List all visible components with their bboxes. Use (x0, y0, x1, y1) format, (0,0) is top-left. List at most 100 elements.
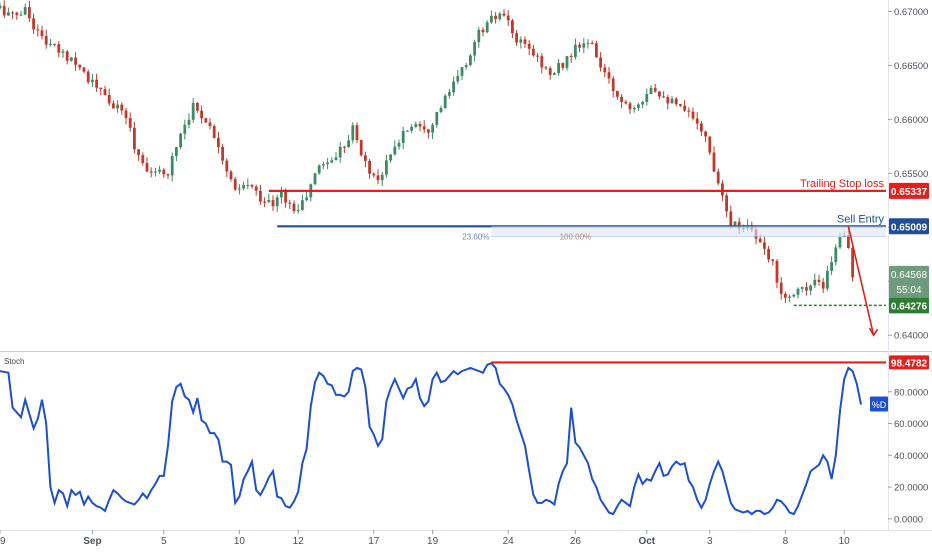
fibonacci-level: 23.60% 100.00% (462, 226, 886, 241)
candle-body (813, 279, 817, 286)
candle-body (847, 235, 850, 248)
candle-body (158, 169, 161, 172)
candle-body (166, 174, 170, 176)
candle-body (817, 279, 821, 282)
candle-body (662, 96, 665, 98)
candle-body (78, 64, 82, 68)
candle-body (271, 200, 275, 207)
price-pane: Trailing Stop loss Sell Entry 23.60% 100.0… (0, 0, 886, 337)
candle-body (208, 122, 212, 126)
price-tag-label: 0.65337 (891, 187, 928, 198)
time-axis[interactable]: 29 Sep 5 10 12 17 19 24 26 Oct 3 8 10 (0, 530, 850, 547)
candle-body (284, 189, 287, 203)
stoch-series-tag (870, 396, 888, 412)
candle-body (767, 248, 770, 260)
candle-body (397, 142, 401, 147)
candle-body (779, 282, 783, 294)
last-price-tag (889, 265, 929, 298)
candle-body (221, 146, 224, 161)
candle-body (103, 89, 107, 95)
candle-body (145, 162, 149, 172)
candle-body (334, 157, 338, 161)
candle-body (590, 42, 594, 44)
candle-body (784, 293, 787, 298)
candle-body (368, 160, 371, 174)
candle-body (452, 81, 455, 93)
candle-body (821, 281, 825, 289)
stoch-tick-label: 20.0000 (894, 483, 928, 494)
candle-body (830, 262, 833, 271)
axis-price-tags: 0.65337 0.65009 0.64276 0.64568 55:04 98.4782… (870, 182, 929, 412)
candle-body (355, 125, 359, 141)
candle-body (380, 174, 384, 181)
candle-body (36, 29, 40, 31)
candle-body (233, 179, 237, 190)
candle-body (788, 296, 791, 298)
candle-body (574, 44, 577, 58)
candle-body (632, 107, 636, 110)
candle-body (91, 79, 94, 83)
candle-body (431, 124, 434, 133)
time-tick-label: 24 (503, 536, 515, 547)
candle-body (82, 67, 86, 72)
time-tick-label: 10 (839, 536, 851, 547)
stoch-axis[interactable]: 80.0000 60.0000 40.0000 20.0000 0.0000 (888, 387, 928, 525)
candle-body (44, 36, 48, 45)
time-tick-label: 17 (368, 536, 380, 547)
time-tick-label: 8 (783, 536, 789, 547)
candle-body (259, 190, 262, 202)
candle-body (494, 15, 497, 20)
candle-body (196, 102, 199, 111)
candle-body (212, 125, 216, 139)
candle-body (763, 242, 766, 249)
candle-body (683, 105, 686, 111)
stoch-tick-label: 40.0000 (894, 451, 928, 462)
candle-body (254, 186, 258, 191)
candle-body (649, 87, 653, 94)
candle-body (288, 202, 292, 204)
price-tick-label: 0.65500 (894, 169, 928, 180)
candle-body (805, 287, 808, 291)
candle-body (406, 130, 409, 132)
candle-body (112, 103, 115, 109)
candle-body (292, 203, 296, 212)
candle-body (154, 171, 157, 173)
candle-body (548, 68, 552, 75)
candle-body (557, 63, 560, 74)
candle-body (61, 51, 65, 53)
stoch-d-line (0, 362, 862, 516)
candle-body (532, 48, 535, 56)
candle-body (611, 78, 615, 91)
candle-body (586, 42, 590, 44)
candle-body (124, 110, 128, 118)
time-tick-label: 12 (293, 536, 305, 547)
candle-body (74, 57, 77, 65)
candle-body (133, 127, 136, 150)
level-label: Trailing Stop loss (800, 178, 884, 190)
time-tick-label: 10 (234, 536, 246, 547)
stoch-level-label: 98.4782 (891, 358, 928, 369)
candle-body (317, 165, 321, 174)
candle-body (515, 33, 518, 43)
candle-body (758, 238, 762, 243)
candle-body (691, 111, 695, 119)
candle-body (582, 43, 586, 48)
candle-body (725, 195, 728, 212)
candle-body (301, 200, 304, 210)
candle-body (263, 201, 266, 203)
candle-body (498, 13, 502, 20)
candle-body (296, 209, 300, 212)
candle-body (175, 147, 178, 157)
candle-body (527, 43, 531, 49)
candle-body (330, 160, 334, 163)
candle-body (473, 42, 476, 56)
candle-body (645, 93, 649, 102)
candle-body (565, 56, 569, 68)
candle-body (712, 152, 716, 172)
candle-body (439, 108, 443, 112)
candle-body (225, 160, 229, 172)
candle-body (128, 117, 132, 128)
candle-body (137, 149, 140, 156)
candle-body (372, 173, 376, 176)
